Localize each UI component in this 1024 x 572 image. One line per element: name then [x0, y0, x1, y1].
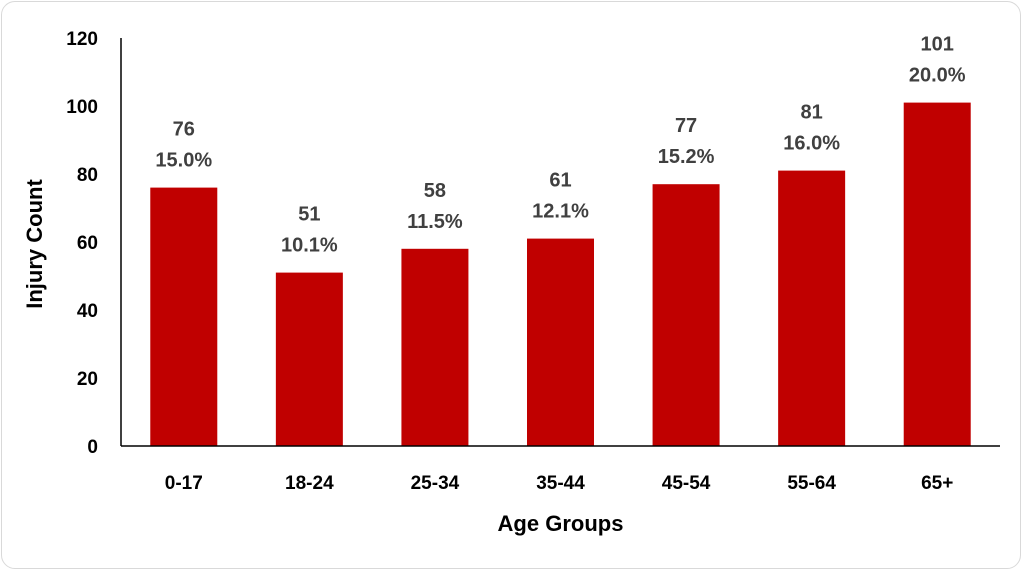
- bar-25-34: [401, 248, 469, 446]
- y-tick-label: 0: [87, 437, 98, 458]
- x-tick-label: 25-34: [411, 473, 460, 494]
- bar-35-44: [527, 238, 594, 446]
- y-tick-label: 20: [77, 369, 98, 390]
- data-label-value: 81: [801, 102, 823, 124]
- data-label-value: 101: [921, 34, 954, 56]
- data-label-percent: 16.0%: [783, 133, 840, 155]
- y-tick-label: 80: [77, 165, 98, 186]
- x-tick-label: 0-17: [165, 473, 203, 494]
- data-label-percent: 11.5%: [407, 211, 463, 233]
- x-tick-label: 65+: [921, 473, 953, 494]
- data-label-value: 58: [424, 180, 446, 202]
- data-label-percent: 15.2%: [658, 146, 715, 168]
- y-axis-title: Injury Count: [22, 179, 47, 309]
- y-tick-label: 40: [77, 301, 98, 322]
- y-tick-label: 60: [77, 233, 98, 254]
- x-tick-label: 45-54: [662, 473, 711, 494]
- bar-45-54: [652, 184, 720, 446]
- x-tick-label: 55-64: [787, 473, 836, 494]
- x-tick-label: 35-44: [536, 473, 585, 494]
- x-tick-label: 18-24: [285, 473, 334, 494]
- data-label-percent: 20.0%: [909, 65, 966, 87]
- data-label-percent: 10.1%: [281, 235, 338, 257]
- bar-55-64: [778, 170, 846, 446]
- data-label-percent: 12.1%: [532, 201, 589, 223]
- bar-0-17: [150, 187, 218, 446]
- bar-65+: [903, 102, 971, 446]
- data-label-value: 51: [298, 204, 320, 226]
- data-label-percent: 15.0%: [155, 150, 212, 172]
- y-axis-ticks: 0 20 40 60 80 100 120: [66, 29, 98, 458]
- x-axis-title: Age Groups: [498, 511, 624, 536]
- bar-18-24: [275, 272, 343, 446]
- data-label-value: 77: [675, 115, 697, 137]
- y-tick-label: 100: [66, 97, 98, 118]
- data-label-value: 61: [549, 170, 571, 192]
- x-axis-labels: 0-17 18-24 25-34 35-44 45-54 55-64 65+: [165, 473, 954, 494]
- data-label-value: 76: [173, 119, 195, 141]
- y-tick-label: 120: [66, 29, 98, 50]
- data-labels: 76 15.0% 51 10.1% 58 11.5% 61 12.1% 77 15.2% 81 16.…: [155, 34, 965, 257]
- bars: [150, 102, 971, 446]
